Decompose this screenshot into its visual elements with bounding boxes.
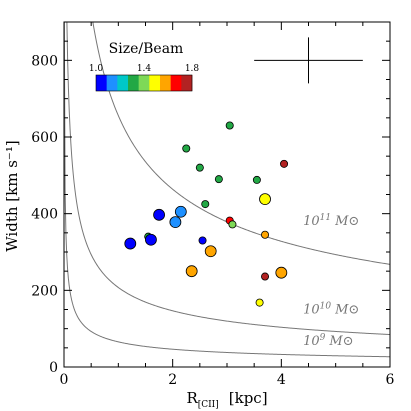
- colorbar-mid-label: 1.4: [137, 64, 152, 74]
- data-point: [124, 237, 137, 250]
- data-point: [259, 193, 271, 206]
- data-point: [280, 159, 289, 168]
- colorbar-min-label: 1.0: [89, 64, 104, 74]
- colorbar-swatch: [138, 75, 150, 91]
- x-tick-label: 0: [60, 372, 69, 388]
- data-point: [201, 200, 210, 209]
- data-point: [225, 121, 234, 130]
- data-point: [174, 205, 187, 218]
- colorbar-swatch: [96, 75, 107, 91]
- colorbar-swatch: [160, 75, 171, 91]
- data-point: [195, 163, 204, 172]
- x-tick-label: 6: [386, 372, 395, 388]
- x-tick-label: 4: [277, 372, 286, 388]
- data-point: [153, 208, 165, 221]
- error-bar: [254, 37, 363, 84]
- y-tick-label: 0: [49, 360, 58, 376]
- y-tick-label: 200: [31, 283, 58, 299]
- colorbar-swatch: [128, 75, 139, 91]
- data-point: [182, 144, 191, 153]
- data-point: [169, 216, 182, 229]
- data-point: [275, 266, 288, 279]
- data-points: [124, 121, 289, 307]
- mass-curve-label: 109 M⊙: [303, 333, 354, 349]
- colorbar-swatch: [117, 75, 129, 91]
- colorbar-frame: [95, 74, 193, 92]
- data-point: [198, 236, 207, 245]
- data-point: [214, 175, 223, 184]
- data-point: [261, 230, 270, 239]
- mass-curve: [92, 22, 390, 265]
- colorbar-swatch: [106, 75, 118, 91]
- y-axis-label: Width [km s⁻¹]: [3, 140, 21, 251]
- x-axis-label-sub: [CII]: [198, 400, 219, 410]
- y-tick-label: 800: [31, 53, 58, 69]
- x-tick-label: 2: [168, 372, 177, 388]
- colorbar-swatch: [149, 75, 161, 91]
- data-point: [261, 272, 270, 281]
- mass-curve-labels: 1011 M⊙ 1010 M⊙ 109 M⊙: [303, 213, 359, 349]
- data-point: [255, 298, 264, 307]
- mass-curves: [64, 22, 390, 358]
- mass-curve: [64, 22, 390, 358]
- data-point: [228, 220, 237, 229]
- colorbar-swatch: [170, 75, 182, 91]
- x-axis-label-unit: [kpc]: [229, 389, 268, 407]
- data-point: [204, 245, 217, 258]
- colorbar-max-label: 1.8: [185, 64, 200, 74]
- colorbar: Size/Beam 1.0 1.4 1.8: [89, 41, 200, 92]
- mass-curve-label: 1011 M⊙: [303, 213, 359, 229]
- mass-curve-label: 1010 M⊙: [303, 301, 359, 317]
- y-tick-label: 600: [31, 130, 58, 146]
- colorbar-swatch: [181, 75, 193, 91]
- colorbar-title: Size/Beam: [109, 41, 184, 57]
- mass-curve: [66, 22, 390, 336]
- axis-ticks: 0 2 4 6 0 200 400 600 800: [31, 21, 395, 388]
- data-point: [252, 175, 261, 184]
- data-point: [185, 265, 198, 278]
- y-tick-label: 400: [31, 207, 58, 223]
- x-axis-label: R[CII] [kpc]: [186, 389, 267, 410]
- x-axis-label-main: R: [186, 389, 198, 407]
- data-point: [145, 233, 157, 246]
